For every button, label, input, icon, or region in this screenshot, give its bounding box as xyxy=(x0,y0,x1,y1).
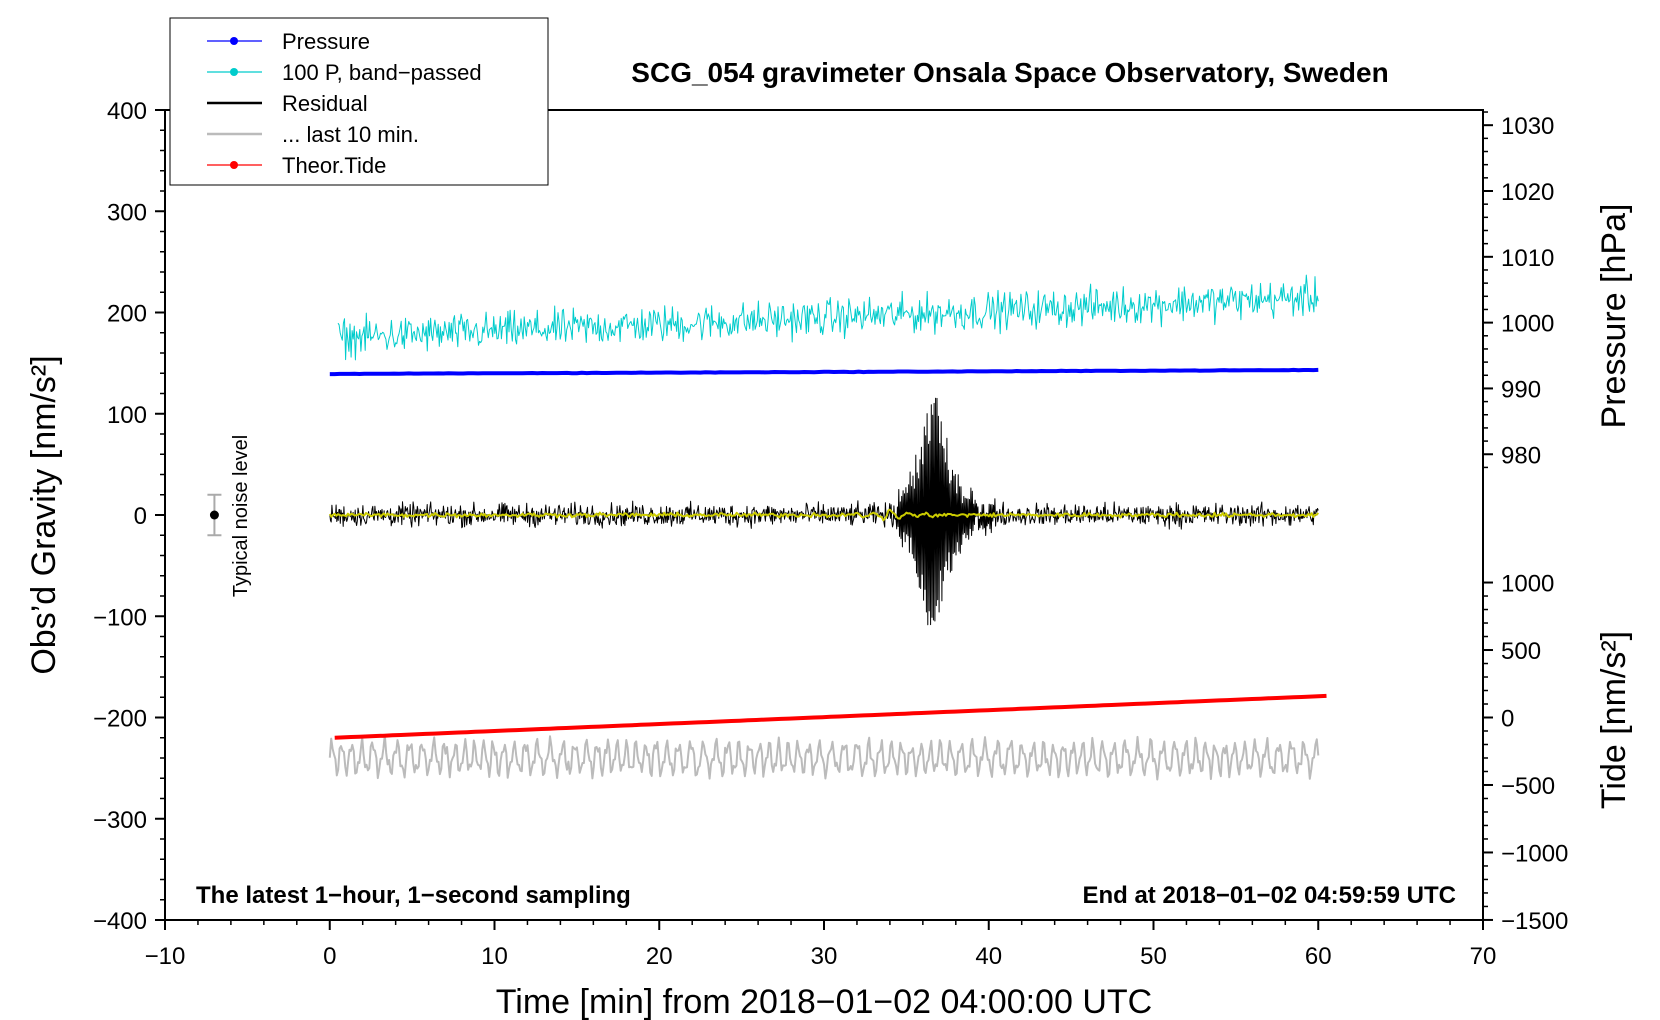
series-pressure xyxy=(329,367,1319,377)
y-axis-label-left: Obs’d Gravity [nm/s²] xyxy=(25,355,63,674)
tide-tick-label: −1000 xyxy=(1501,840,1568,867)
tide-tick-label: 500 xyxy=(1501,638,1541,665)
x-tick-label: 50 xyxy=(1140,943,1167,970)
legend: Pressure 100 P, band−passed Residual ... la… xyxy=(169,17,549,186)
pressure-tick-label: 980 xyxy=(1501,442,1541,469)
tide-tick-label: −500 xyxy=(1501,773,1555,800)
x-tick-label: −10 xyxy=(145,943,186,970)
axis-layer: −10 0 10 20 30 40 50 60 704003002001000−100−200−… xyxy=(93,98,1568,970)
legend-label: ... last 10 min. xyxy=(282,122,419,147)
y-tick-label-left: 100 xyxy=(107,402,147,429)
pressure-tick-label: 1030 xyxy=(1501,113,1554,140)
pressure-tick-label: 1010 xyxy=(1501,245,1554,272)
y-tick-label-left: 0 xyxy=(134,503,147,530)
legend-marker xyxy=(230,37,238,45)
y-axis-label-pressure: Pressure [hPa] xyxy=(1595,204,1633,429)
legend-box xyxy=(169,17,549,186)
legend-label: Theor.Tide xyxy=(282,153,386,178)
pressure-tick-label: 1000 xyxy=(1501,311,1554,338)
series-residual-smoothed xyxy=(328,508,1320,522)
y-tick-label-left: 200 xyxy=(107,301,147,328)
series-last-10-min xyxy=(328,734,1320,781)
x-tick-label: 30 xyxy=(811,943,838,970)
note-right: End at 2018−01−02 04:59:59 UTC xyxy=(1082,882,1456,909)
y-tick-label-left: 300 xyxy=(107,199,147,226)
x-tick-label: 60 xyxy=(1305,943,1332,970)
noise-level-point xyxy=(209,510,219,520)
tide-tick-label: 1000 xyxy=(1501,571,1554,598)
legend-label: 100 P, band−passed xyxy=(282,60,482,85)
x-tick-label: 40 xyxy=(975,943,1002,970)
legend-label: Pressure xyxy=(282,29,370,54)
tide-tick-label: 0 xyxy=(1501,706,1514,733)
y-tick-label-left: −100 xyxy=(93,604,147,631)
tide-tick-label: −1500 xyxy=(1501,908,1568,935)
series-theor-tide xyxy=(334,693,1327,740)
y-tick-label-left: 400 xyxy=(107,98,147,125)
x-axis-label: Time [min] from 2018−01−02 04:00:00 UTC xyxy=(496,983,1152,1020)
note-left: The latest 1−hour, 1−second sampling xyxy=(196,882,631,909)
series-band-passed xyxy=(337,274,1319,361)
series-layer xyxy=(207,274,1327,781)
pressure-tick-label: 1020 xyxy=(1501,179,1554,206)
legend-label: Residual xyxy=(282,91,368,116)
x-tick-label: 10 xyxy=(481,943,508,970)
y-tick-label-left: −300 xyxy=(93,807,147,834)
y-axis-label-tide: Tide [nm/s²] xyxy=(1595,631,1633,809)
noise-level-label: Typical noise level xyxy=(230,435,252,597)
x-tick-label: 70 xyxy=(1470,943,1497,970)
legend-marker xyxy=(230,68,238,76)
x-tick-label: 0 xyxy=(323,943,336,970)
legend-marker xyxy=(230,161,238,169)
x-tick-label: 20 xyxy=(646,943,673,970)
chart-title: SCG_054 gravimeter Onsala Space Observat… xyxy=(631,57,1388,88)
y-tick-label-left: −200 xyxy=(93,706,147,733)
pressure-tick-label: 990 xyxy=(1501,376,1541,403)
y-tick-label-left: −400 xyxy=(93,908,147,935)
